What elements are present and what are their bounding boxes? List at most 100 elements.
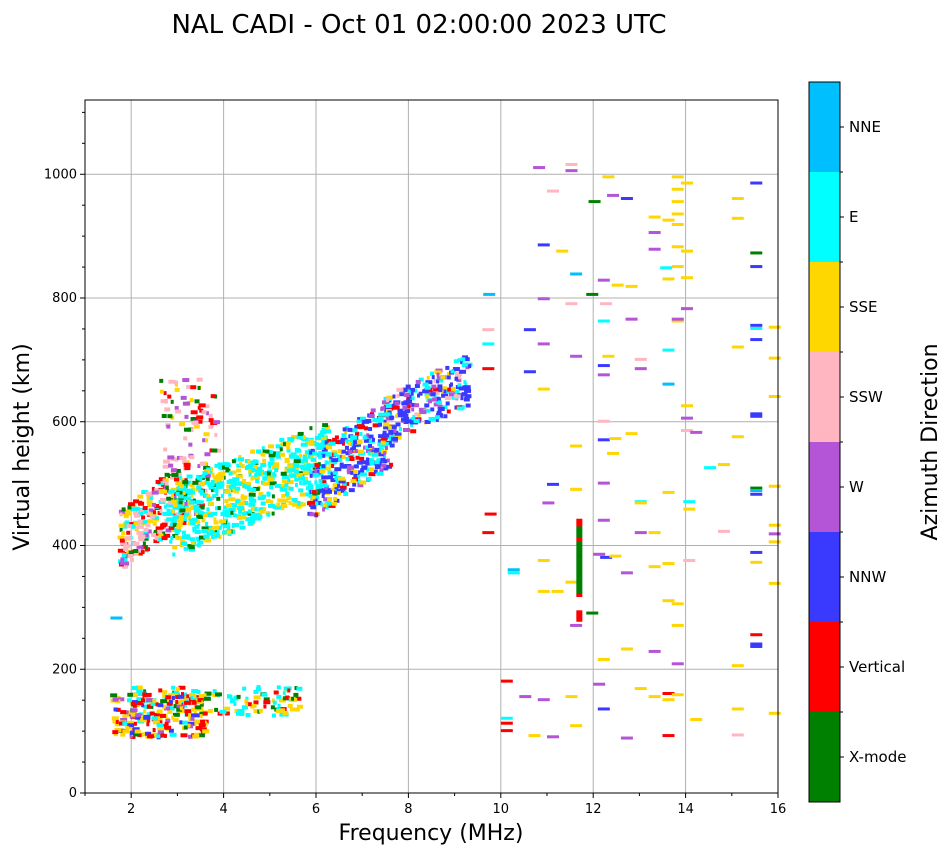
data-point [354,442,361,447]
data-point [411,402,416,407]
data-point [147,529,152,534]
data-point [178,494,184,499]
data-point [662,277,675,281]
data-point [298,453,302,458]
data-point [232,488,236,493]
data-point [680,307,693,311]
data-point [149,512,157,517]
data-point [123,514,129,519]
data-point [484,512,497,516]
data-point [250,512,255,517]
data-point [258,507,264,512]
data-point [768,356,781,360]
data-point [324,460,329,465]
data-point [320,483,328,488]
data-point [196,415,204,420]
data-point [272,465,280,470]
data-point [328,441,336,446]
data-point [281,498,289,503]
data-point [634,357,647,361]
data-point [290,452,297,457]
data-point [142,533,149,538]
data-point [248,502,256,507]
data-point [324,501,332,506]
data-point [270,705,275,710]
colorbar-swatch-ssw [809,352,840,442]
data-point [180,692,184,697]
data-point [418,391,423,396]
data-point [374,460,380,465]
data-point [164,407,171,412]
data-point [356,424,363,429]
data-point [435,397,441,402]
data-point [155,702,159,707]
data-point [680,416,693,420]
data-point [175,535,179,540]
data-point [278,698,286,703]
data-point [465,403,471,408]
data-point [287,703,293,708]
data-point [463,380,467,385]
data-point [162,511,167,516]
data-point [750,326,763,330]
data-point [366,433,370,438]
data-point [299,492,306,497]
data-point [296,504,302,509]
data-point [648,215,661,219]
data-point [282,711,289,716]
data-point [380,406,385,411]
data-point [436,410,442,415]
data-point [229,470,237,475]
data-point [314,469,318,474]
data-point [127,511,132,516]
data-point [620,736,633,740]
data-point [138,500,143,505]
data-point [225,513,232,518]
data-point [219,462,224,467]
data-point [175,700,179,705]
data-point [454,371,462,376]
data-point [314,470,321,475]
data-point [165,512,171,517]
data-point [146,496,150,501]
data-point [253,709,259,714]
data-point [368,439,375,444]
data-point [402,427,410,432]
data-point [423,388,429,393]
data-point [316,495,320,500]
data-point [161,733,165,738]
data-point [286,468,292,473]
data-point [129,734,133,739]
data-point [265,499,271,504]
data-point [228,507,235,512]
data-point [768,540,781,544]
data-point [132,727,140,732]
data-point [195,705,202,710]
data-point [444,396,451,401]
data-point [319,443,324,448]
data-point [570,354,583,358]
data-point [187,734,193,739]
data-point [177,694,185,699]
data-point [294,686,298,691]
data-point [154,488,158,493]
data-point [424,419,431,424]
data-point [371,452,378,457]
data-point [464,394,472,399]
data-point [437,400,442,405]
colorbar-frame [808,81,841,803]
data-point [247,487,255,492]
data-point [124,520,130,525]
data-point [228,492,232,497]
data-point [482,531,495,535]
data-point [214,707,219,712]
data-point [768,711,781,715]
data-point [261,446,265,451]
data-point [537,558,550,562]
data-point [176,490,184,495]
data-point [216,496,221,501]
data-point [205,404,210,409]
data-point [428,388,433,393]
data-point [146,519,154,524]
data-point [146,496,153,501]
